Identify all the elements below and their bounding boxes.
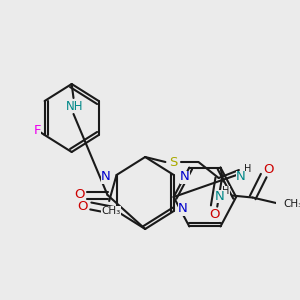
Text: H: H — [222, 186, 230, 196]
Text: O: O — [75, 188, 85, 202]
Text: N: N — [178, 202, 188, 215]
Text: CH₃: CH₃ — [284, 199, 300, 208]
Text: S: S — [169, 155, 178, 169]
Text: N: N — [180, 170, 190, 184]
Text: H: H — [244, 164, 252, 174]
Text: N: N — [100, 170, 110, 184]
Text: N: N — [236, 170, 246, 184]
Text: O: O — [263, 163, 274, 176]
Text: N: N — [215, 190, 224, 203]
Text: F: F — [34, 124, 41, 136]
Text: CH₃: CH₃ — [101, 206, 121, 216]
Text: O: O — [209, 208, 219, 221]
Text: NH: NH — [66, 100, 83, 112]
Text: O: O — [77, 200, 88, 212]
